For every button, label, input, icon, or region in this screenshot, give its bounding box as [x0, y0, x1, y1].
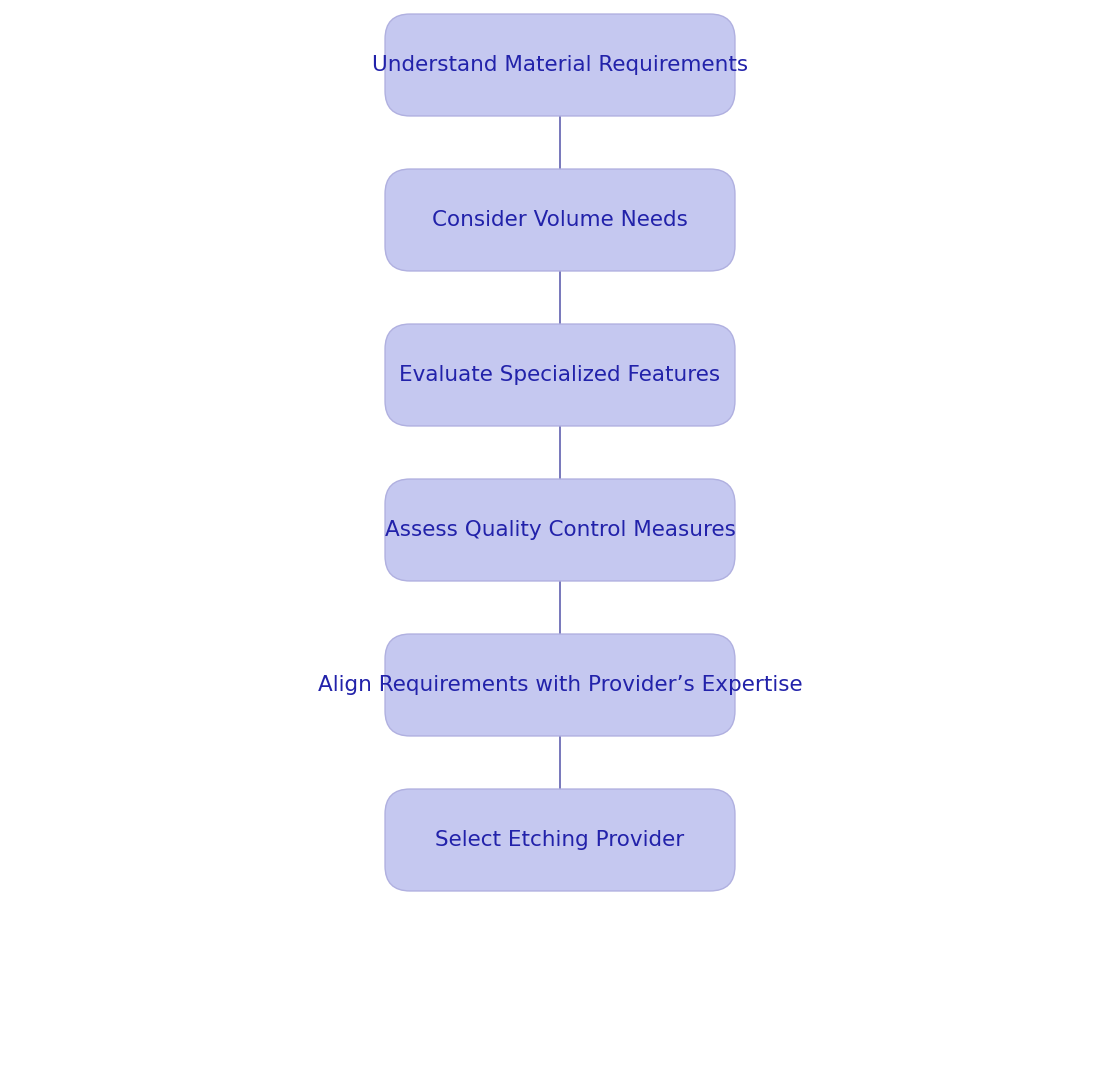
FancyBboxPatch shape: [385, 324, 735, 426]
FancyBboxPatch shape: [385, 170, 735, 271]
Text: Align Requirements with Provider’s Expertise: Align Requirements with Provider’s Exper…: [318, 675, 802, 696]
Text: Evaluate Specialized Features: Evaluate Specialized Features: [400, 365, 720, 384]
FancyBboxPatch shape: [385, 634, 735, 735]
FancyBboxPatch shape: [385, 789, 735, 891]
FancyBboxPatch shape: [385, 14, 735, 116]
Text: Select Etching Provider: Select Etching Provider: [436, 831, 684, 850]
Text: Understand Material Requirements: Understand Material Requirements: [372, 55, 748, 75]
FancyBboxPatch shape: [385, 480, 735, 581]
Text: Assess Quality Control Measures: Assess Quality Control Measures: [384, 519, 736, 540]
Text: Consider Volume Needs: Consider Volume Needs: [432, 210, 688, 230]
